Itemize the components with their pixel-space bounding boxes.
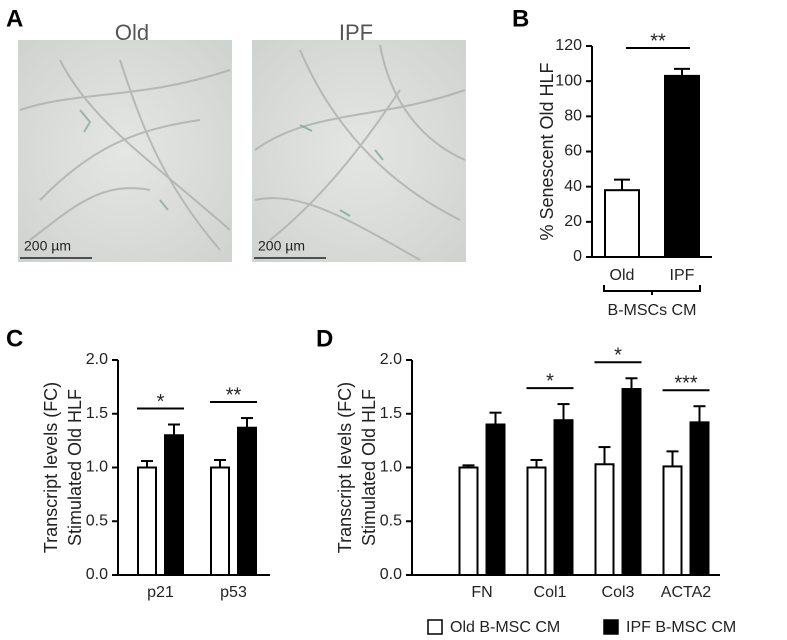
y-tick-label: 1.5: [380, 405, 402, 422]
bar: [662, 465, 683, 576]
panel-label: B: [512, 5, 529, 32]
image-title: Old: [115, 20, 149, 45]
bar: [621, 388, 642, 576]
y-axis-label: Stimulated Old HLF: [65, 389, 85, 546]
y-tick-label: 120: [555, 37, 582, 54]
y-tick-label: 2.0: [380, 351, 402, 368]
bar: [604, 189, 640, 258]
bar: [526, 466, 547, 576]
y-tick-label: 0.0: [86, 566, 108, 583]
significance-label: **: [650, 30, 666, 52]
y-tick-label: 0: [573, 248, 582, 265]
panel-label: D: [316, 325, 333, 352]
x-tick-label: p53: [220, 584, 247, 601]
bar: [664, 74, 700, 259]
scale-label: 200 µm: [24, 238, 71, 254]
legend-swatch: [427, 619, 443, 635]
y-axis-label: Stimulated Old HLF: [359, 389, 379, 546]
y-tick-label: 60: [564, 143, 582, 160]
y-tick-label: 40: [564, 178, 582, 195]
significance-label: *: [546, 370, 554, 392]
y-tick-label: 1.0: [86, 459, 108, 476]
y-tick-label: 1.0: [380, 459, 402, 476]
y-tick-label: 1.5: [86, 405, 108, 422]
y-axis-label: % Senescent Old HLF: [537, 62, 557, 240]
micrograph: [252, 40, 466, 262]
panel-label: C: [6, 325, 23, 352]
x-tick-label: p21: [147, 584, 174, 601]
legend-swatch: [603, 619, 619, 635]
x-tick-label: Col1: [534, 584, 567, 601]
y-tick-label: 0.5: [380, 512, 402, 529]
y-tick-label: 20: [564, 213, 582, 230]
bar: [210, 466, 230, 576]
image-title: IPF: [339, 20, 373, 45]
group-label: B-MSCs CM: [608, 302, 697, 319]
x-tick-label: IPF: [670, 267, 695, 284]
significance-label: *: [614, 345, 622, 367]
x-tick-label: Col3: [602, 584, 635, 601]
significance-label: *: [157, 391, 165, 413]
scale-label: 200 µm: [258, 238, 305, 254]
y-tick-label: 0.5: [86, 512, 108, 529]
bar: [689, 421, 710, 576]
y-tick-label: 2.0: [86, 351, 108, 368]
bar: [485, 423, 506, 576]
bar: [164, 434, 184, 576]
y-tick-label: 100: [555, 72, 582, 89]
y-tick-label: 80: [564, 108, 582, 125]
bar: [458, 466, 479, 576]
group-bracket: [603, 285, 701, 295]
y-axis-label: Transcript levels (FC): [41, 382, 61, 553]
x-tick-label: FN: [471, 584, 492, 601]
bar: [553, 419, 574, 577]
micrograph: [18, 40, 232, 262]
panel-label: A: [6, 5, 23, 32]
x-tick-label: Old: [610, 267, 635, 284]
y-tick-label: 0.0: [380, 566, 402, 583]
legend-label: IPF B-MSC CM: [626, 619, 736, 636]
significance-label: **: [226, 384, 242, 406]
bar: [594, 463, 615, 576]
y-axis-label: Transcript levels (FC): [335, 382, 355, 553]
bar: [137, 466, 157, 576]
bar: [237, 426, 257, 576]
legend-label: Old B-MSC CM: [450, 619, 560, 636]
significance-label: ***: [674, 373, 698, 395]
x-tick-label: ACTA2: [661, 584, 711, 601]
